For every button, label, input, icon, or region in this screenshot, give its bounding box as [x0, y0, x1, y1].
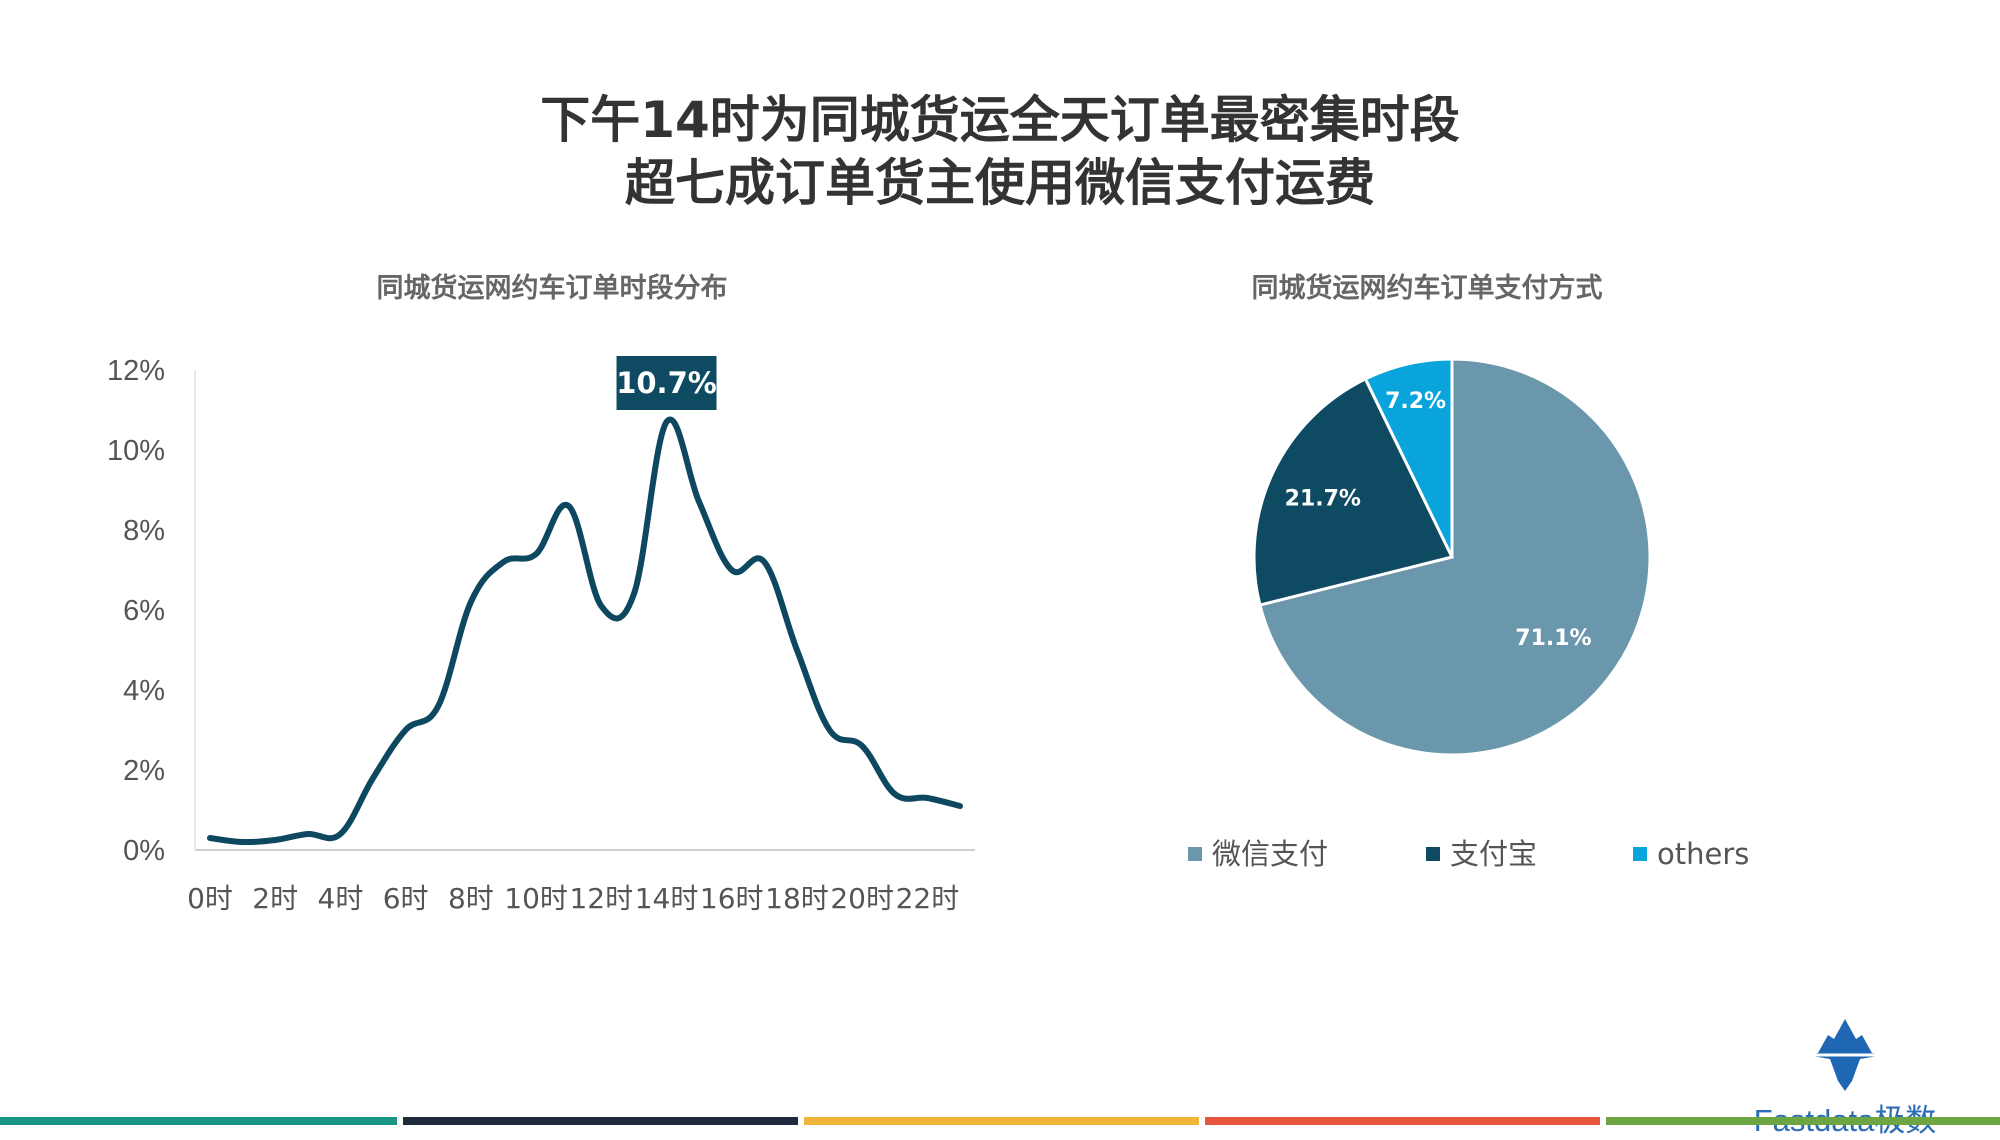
- pie-slice: [1363, 357, 1454, 558]
- y-tick-label: 0%: [123, 835, 165, 867]
- bottom-bar-green: [1606, 1117, 2000, 1125]
- pie-slice-label: 71.1%: [1515, 626, 1591, 651]
- legend-label: others: [1657, 837, 1749, 871]
- iceberg-icon: [1806, 1019, 1884, 1091]
- x-tick-label: 14时: [635, 882, 699, 915]
- y-tick-label: 8%: [123, 515, 165, 547]
- bottom-bar-red: [1205, 1117, 1600, 1125]
- legend-swatch: [1426, 847, 1440, 861]
- x-tick-label: 6时: [383, 882, 429, 915]
- x-tick-label: 4时: [318, 882, 364, 915]
- y-tick-label: 10%: [107, 435, 165, 467]
- y-tick-label: 2%: [123, 755, 165, 787]
- x-tick-label: 8时: [448, 882, 494, 915]
- y-tick-label: 12%: [107, 355, 165, 387]
- bottom-bar-navy: [403, 1117, 798, 1125]
- x-tick-label: 16时: [700, 882, 764, 915]
- main-title-line-2: 超七成订单货主使用微信支付运费: [625, 154, 1375, 212]
- peak-callout-box: [616, 356, 717, 410]
- y-tick-label: 4%: [123, 675, 165, 707]
- x-tick-label: 22时: [896, 882, 960, 915]
- legend-label: 微信支付: [1212, 837, 1328, 871]
- pie-slice-label: 7.2%: [1385, 389, 1446, 414]
- x-tick-label: 0时: [187, 882, 233, 915]
- legend-swatch: [1633, 847, 1647, 861]
- x-tick-label: 2时: [252, 882, 298, 915]
- line-chart-title: 同城货运网约车订单时段分布: [376, 273, 728, 304]
- x-tick-label: 18时: [765, 882, 829, 915]
- main-title-line-1: 下午14时为同城货运全天订单最密集时段: [540, 91, 1460, 149]
- peak-callout-label: 10.7%: [616, 366, 717, 400]
- bottom-bar-teal: [0, 1117, 397, 1125]
- x-tick-label: 12时: [569, 882, 633, 915]
- pie-slice-label: 21.7%: [1285, 487, 1361, 512]
- x-tick-label: 20时: [830, 882, 894, 915]
- pie-chart-title: 同城货运网约车订单支付方式: [1251, 273, 1603, 304]
- pie-slice: [1258, 357, 1652, 757]
- bottom-bar-yellow: [804, 1117, 1199, 1125]
- legend-swatch: [1188, 847, 1202, 861]
- x-tick-label: 10时: [504, 882, 568, 915]
- series-line: [207, 416, 963, 846]
- y-tick-label: 6%: [123, 595, 165, 627]
- pie-slice: [1252, 376, 1455, 607]
- legend-label: 支付宝: [1450, 837, 1537, 871]
